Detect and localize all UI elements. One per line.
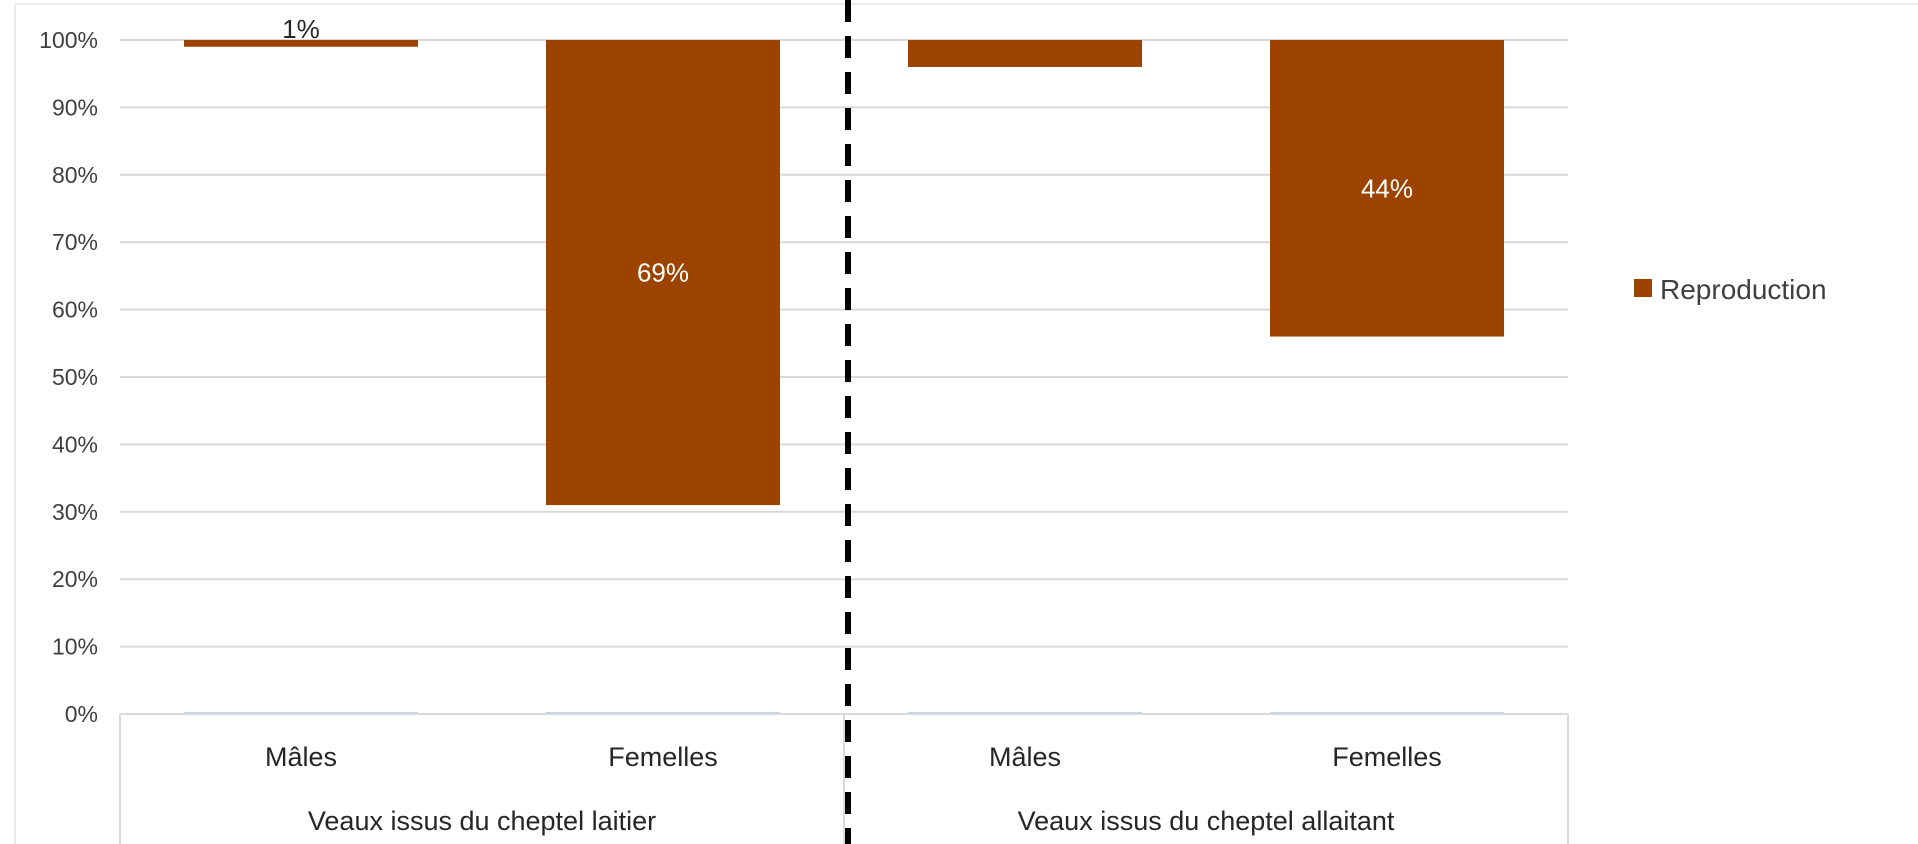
y-tick-label: 60% <box>52 297 98 323</box>
y-tick-label: 40% <box>52 431 98 457</box>
y-tick-label: 70% <box>52 229 98 255</box>
group-label: Veaux issus du cheptel laitier <box>308 806 656 836</box>
y-tick-label: 50% <box>52 364 98 390</box>
group-label: Veaux issus du cheptel allaitant <box>1018 806 1395 836</box>
bar <box>546 40 780 506</box>
data-label: 1% <box>282 14 320 44</box>
y-tick-label: 10% <box>52 634 98 660</box>
legend-label: Reproduction <box>1660 274 1827 305</box>
legend-swatch <box>1634 279 1652 297</box>
legend: Reproduction <box>1634 274 1827 305</box>
y-tick-label: 80% <box>52 162 98 188</box>
bar <box>184 40 418 47</box>
category-label: Mâles <box>265 742 337 772</box>
bar <box>1270 40 1504 337</box>
category-axis: Mâles Femelles Mâles Femelles Veaux issus du… <box>119 0 1569 844</box>
y-axis-tick-labels: 0% 10% 20% 30% 40% 50% 60% 70% 80% 90% 100% <box>39 27 98 727</box>
y-tick-label: 30% <box>52 499 98 525</box>
y-tick-label: 20% <box>52 566 98 592</box>
category-label: Femelles <box>608 742 718 772</box>
y-tick-label: 0% <box>65 701 98 727</box>
data-label: 69% <box>637 258 689 288</box>
category-label: Femelles <box>1332 742 1442 772</box>
data-labels: 1% 69% 4% 44% <box>282 14 1413 288</box>
y-tick-label: 100% <box>39 27 98 53</box>
data-label: 4% <box>1006 14 1044 44</box>
data-label: 44% <box>1361 173 1413 203</box>
bars <box>184 40 1504 714</box>
category-label: Mâles <box>989 742 1061 772</box>
bar <box>908 40 1142 67</box>
y-tick-label: 90% <box>52 94 98 120</box>
